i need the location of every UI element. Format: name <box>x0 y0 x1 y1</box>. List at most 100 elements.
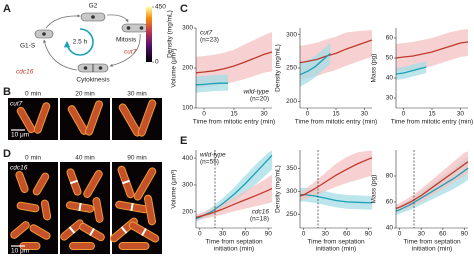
y-tick-label: 200 <box>182 209 193 216</box>
y-tick-label: 400 <box>182 155 193 162</box>
septum-image <box>89 228 95 236</box>
y-tick-label: 300 <box>182 25 193 32</box>
series-line <box>299 157 373 197</box>
y-tick-label: 100 <box>182 105 193 112</box>
panel-label: E <box>180 135 187 147</box>
cell-image <box>16 201 40 213</box>
y-tick-label: 50 <box>386 55 394 62</box>
y-tick-label: 350 <box>286 165 297 172</box>
series-line <box>395 167 469 212</box>
x-tick-label: 60 <box>439 231 447 238</box>
series-label: cdc16 <box>252 209 270 216</box>
x-tick-label: 60 <box>343 231 351 238</box>
x-tick-label: 30 <box>418 231 426 238</box>
x-axis-label: Time from septation <box>205 239 263 246</box>
colorbar-label: Density (mg/mL) <box>167 10 174 58</box>
phase-label: G1-S <box>20 43 36 50</box>
panel-label: D <box>3 148 11 160</box>
nucleus <box>91 15 95 19</box>
cell-image <box>16 106 36 134</box>
cycle-duration: 2.5 h <box>73 39 88 46</box>
series-line <box>395 161 469 210</box>
x-tick-label: 90 <box>461 231 469 238</box>
x-tick-label: 30 <box>322 231 330 238</box>
x-tick-label: 0 <box>306 111 310 118</box>
x-axis-label: initiation (min) <box>316 246 356 253</box>
cell <box>121 23 149 33</box>
nucleus <box>42 32 46 36</box>
colorbar <box>146 7 152 62</box>
y-tick-label: 80 <box>386 173 394 180</box>
mutant-label: cut7 <box>124 49 137 56</box>
x-axis-label: initiation (min) <box>412 246 452 253</box>
series-count: (n=55) <box>200 159 219 166</box>
x-tick-label: 0 <box>302 231 306 238</box>
nucleus <box>126 26 131 30</box>
cell-image <box>118 242 150 250</box>
confidence-band <box>196 150 272 222</box>
y-axis-label: Density (mg/mL) <box>275 44 282 92</box>
series-count: (n=18) <box>250 216 269 223</box>
cycle-arrow <box>109 33 141 67</box>
confidence-band <box>196 32 272 88</box>
septum-image <box>121 179 131 185</box>
series-label: wild-type <box>243 89 269 96</box>
time-label: 90 min <box>127 155 147 162</box>
x-tick-label: 60 <box>242 231 250 238</box>
x-tick-label: 30 <box>361 111 369 118</box>
nucleus <box>98 66 103 70</box>
nucleus <box>83 66 88 70</box>
x-tick-label: 15 <box>332 111 340 118</box>
y-axis-label: Density (mg/mL) <box>275 165 282 213</box>
septum-image <box>130 202 134 212</box>
y-tick-label: 200 <box>286 98 297 105</box>
colorbar-tick-label: 0 <box>155 59 159 66</box>
series-line <box>299 193 372 204</box>
y-tick-label: 300 <box>286 188 297 195</box>
cell-image <box>32 172 50 196</box>
septum-image <box>78 202 82 212</box>
x-axis-label: Time from mitotic entry (min) <box>391 119 473 126</box>
y-axis-label: Volume (μm³) <box>171 169 178 208</box>
y-tick-label: 300 <box>286 31 297 38</box>
scale-label: 10 μm <box>11 132 29 139</box>
cell-image <box>15 170 29 194</box>
x-tick-label: 0 <box>202 111 206 118</box>
cell-image <box>29 224 51 240</box>
cell-image <box>144 194 156 226</box>
series-line <box>395 66 427 75</box>
strain-label: cut7 <box>10 101 23 108</box>
y-tick-label: 60 <box>386 199 394 206</box>
panel-label: C <box>180 3 188 15</box>
cycle-arrow <box>45 14 81 29</box>
x-tick-label: 30 <box>457 111 465 118</box>
duration-arrow <box>63 28 94 56</box>
x-tick-label: 90 <box>365 231 373 238</box>
time-label: 20 min <box>75 91 95 98</box>
x-tick-label: 0 <box>402 111 406 118</box>
series-count: (n=20) <box>250 96 269 103</box>
series-line <box>195 82 228 86</box>
series-line <box>299 52 331 76</box>
septum-image <box>69 179 79 185</box>
scale-label: 10 μm <box>11 248 29 255</box>
x-tick-label: 90 <box>265 231 273 238</box>
cell-image <box>40 199 52 221</box>
cycle-arrow <box>43 39 78 71</box>
cell-image <box>69 242 95 250</box>
strain-label: cdc16 <box>10 165 28 172</box>
panel-label: A <box>3 3 11 15</box>
time-label: 0 min <box>25 91 41 98</box>
y-tick-label: 300 <box>182 182 193 189</box>
confidence-band <box>300 42 331 87</box>
septum-image <box>68 226 76 234</box>
x-tick-label: 15 <box>428 111 436 118</box>
x-axis-label: Time from mitotic entry (min) <box>193 119 275 126</box>
time-label: 30 min <box>127 91 147 98</box>
phase-label: Cytokinesis <box>76 77 110 84</box>
phase-label: Mitosis <box>116 37 137 44</box>
x-axis-label: initiation (min) <box>214 246 254 253</box>
septum-image <box>120 226 128 234</box>
y-tick-label: 250 <box>286 211 297 218</box>
